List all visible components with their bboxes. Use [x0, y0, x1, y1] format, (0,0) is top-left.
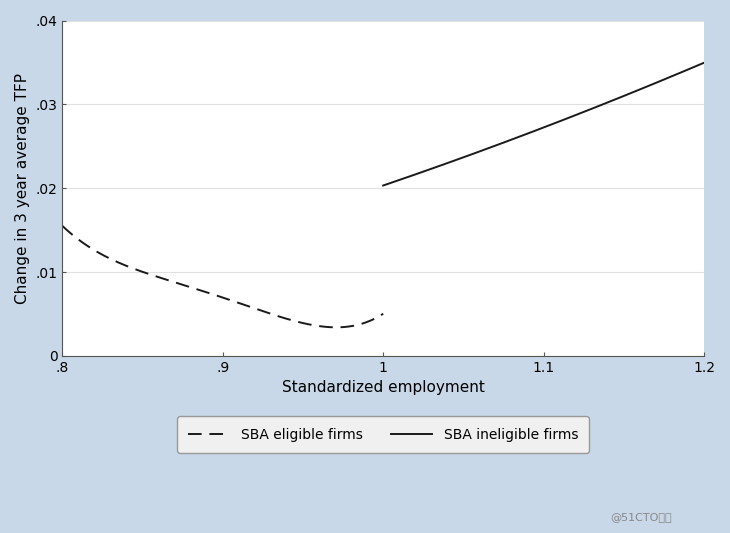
Text: @51CTO博客: @51CTO博客	[610, 512, 672, 522]
Legend: SBA eligible firms, SBA ineligible firms: SBA eligible firms, SBA ineligible firms	[177, 416, 589, 453]
X-axis label: Standardized employment: Standardized employment	[282, 380, 485, 395]
Y-axis label: Change in 3 year average TFP: Change in 3 year average TFP	[15, 72, 30, 304]
